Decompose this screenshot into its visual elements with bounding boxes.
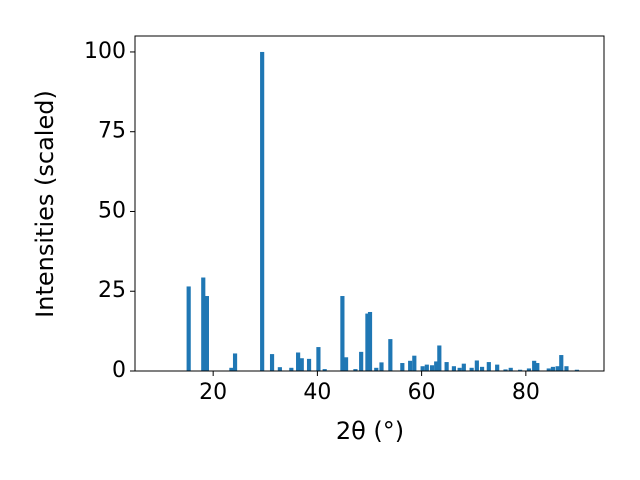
x-tick-label: 40 (303, 380, 331, 405)
bar (367, 311, 373, 371)
bar (186, 286, 191, 371)
bar (365, 313, 370, 371)
bar (486, 362, 491, 371)
bar (479, 366, 485, 371)
bar (574, 369, 579, 371)
bar (374, 367, 379, 371)
bar (503, 369, 508, 371)
bar (299, 358, 304, 371)
bar (457, 367, 462, 371)
y-tick-label: 75 (98, 119, 126, 144)
bar (526, 368, 532, 371)
bar (495, 364, 500, 371)
bar (306, 358, 312, 371)
bar (532, 360, 537, 371)
y-tick-label: 25 (98, 278, 126, 303)
plot-frame (134, 35, 605, 372)
bar (408, 360, 413, 371)
bar (451, 366, 457, 371)
bar (420, 366, 425, 371)
bar (359, 351, 364, 371)
bar (322, 369, 327, 371)
x-tick-label: 60 (408, 380, 436, 405)
bar (518, 369, 523, 371)
bar (379, 362, 384, 371)
bar (474, 360, 479, 371)
bar (260, 51, 265, 371)
x-tick-label: 80 (512, 380, 540, 405)
bar (277, 367, 282, 371)
bar (461, 363, 466, 371)
bar (429, 365, 435, 371)
bar (353, 369, 358, 371)
bar (555, 366, 560, 371)
bar (444, 362, 449, 371)
bar (434, 361, 439, 371)
x-tick-label: 20 (199, 380, 227, 405)
bar (437, 345, 442, 371)
x-axis-label: 2θ (°) (336, 417, 404, 445)
bar (388, 339, 393, 371)
bar (546, 368, 551, 371)
bar (232, 353, 238, 371)
bar (340, 296, 345, 371)
bar (412, 355, 417, 371)
y-tick-label: 100 (84, 39, 126, 64)
bar (343, 357, 349, 371)
bar (289, 367, 294, 371)
bar (204, 296, 209, 371)
bar (229, 367, 234, 371)
bar (296, 352, 301, 371)
y-tick-label: 50 (98, 198, 126, 223)
bar (550, 366, 556, 371)
bar (564, 366, 569, 371)
bar (559, 355, 564, 371)
bar (316, 347, 321, 371)
y-tick-label: 0 (112, 358, 126, 383)
bar (201, 277, 206, 371)
bar (400, 363, 405, 371)
y-axis-label: Intensities (scaled) (31, 90, 59, 318)
bar (269, 354, 275, 371)
bar (535, 363, 540, 371)
bar (508, 367, 513, 371)
bar (424, 364, 429, 371)
bar (469, 367, 474, 371)
